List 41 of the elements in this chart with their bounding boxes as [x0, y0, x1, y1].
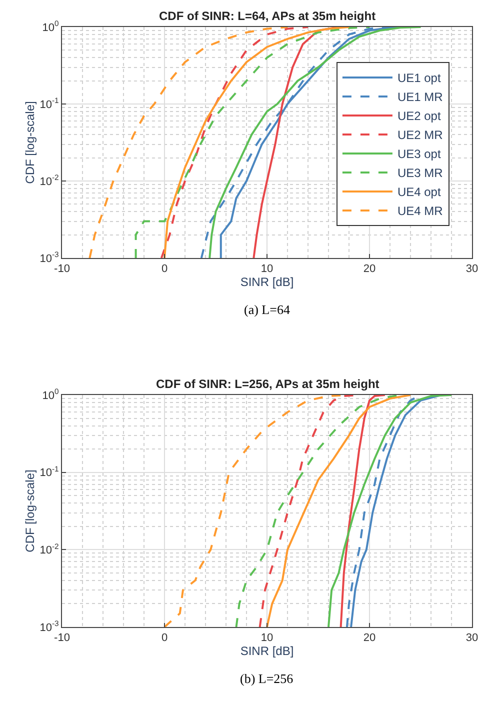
x-tick-label: 0	[161, 632, 168, 644]
line-series	[328, 395, 452, 627]
legend-label: UE1 opt	[397, 71, 442, 86]
y-tick-label: 10$^{-1}$	[40, 96, 59, 111]
x-tick-label: 30	[466, 263, 478, 276]
y-axis-title: CDF [log-scale]	[23, 470, 38, 552]
legend-label: UE2 MR	[397, 128, 444, 142]
x-tick-label: 20	[363, 263, 376, 276]
y-tick-label: 10$^{0}$	[42, 387, 59, 402]
legend-label: UE4 MR	[397, 204, 444, 218]
text: (a) L=64	[244, 302, 290, 317]
x-axis-title: SINR [dB]	[240, 275, 294, 290]
line-series	[88, 27, 288, 258]
line-series	[164, 27, 350, 258]
legend-label: UE3 MR	[397, 166, 444, 180]
text: (b) L=256	[240, 671, 294, 686]
y-tick-label: 10$^{-1}$	[40, 464, 59, 480]
legend-label: UE2 opt	[397, 109, 442, 124]
x-tick-label: -10	[54, 632, 70, 644]
line-series	[340, 395, 386, 627]
chart-title: CDF of SINR: L=64, APs at 35m height	[159, 9, 376, 23]
x-axis-title: SINR [dB]	[240, 644, 294, 658]
y-tick-label: 10$^{-2}$	[40, 542, 59, 557]
legend-label: UE3 opt	[397, 147, 442, 162]
x-tick-label: 30	[466, 632, 478, 644]
x-tick-label: 10	[260, 263, 274, 276]
line-series	[266, 395, 412, 627]
y-tick-label: 10$^{0}$	[42, 19, 59, 34]
y-axis-title: CDF [log-scale]	[23, 101, 38, 184]
chart-title: CDF of SINR: L=256, APs at 35m height	[156, 377, 380, 391]
x-tick-label: -10	[54, 263, 70, 276]
legend-label: UE1 MR	[397, 90, 444, 104]
x-tick-label: 0	[161, 263, 168, 276]
line-series	[134, 27, 370, 258]
x-tick-label: 20	[363, 632, 376, 644]
legend-label: UE4 opt	[397, 185, 442, 200]
x-tick-label: 10	[260, 632, 274, 644]
y-tick-label: 10$^{-2}$	[40, 173, 59, 188]
line-series	[160, 27, 309, 258]
y-tick-label: 10$^{-3}$	[40, 619, 59, 634]
y-tick-label: 10$^{-3}$	[40, 250, 59, 265]
